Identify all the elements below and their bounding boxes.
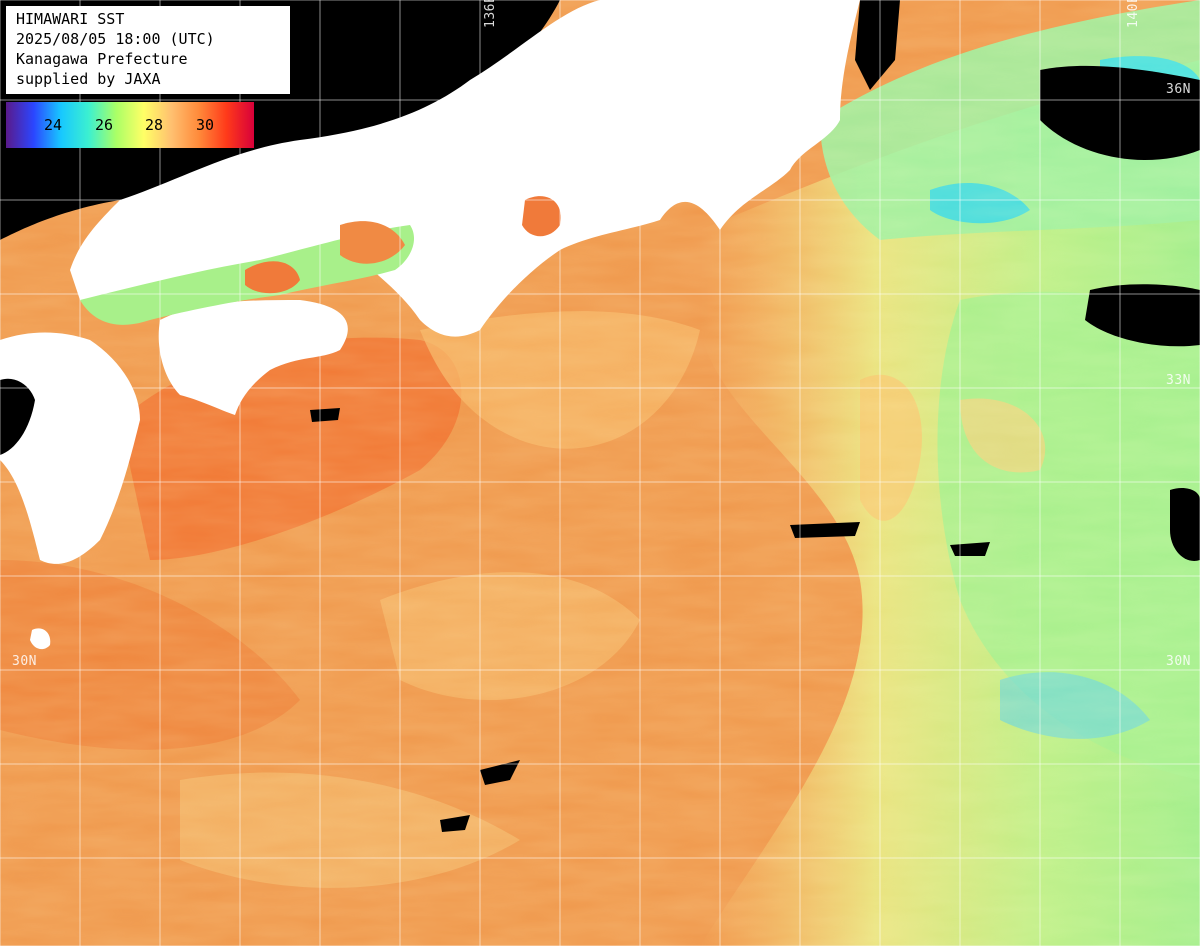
osaka-bay	[340, 221, 405, 264]
title-line-1: HIMAWARI SST	[16, 10, 125, 28]
title-line-2: 2025/08/05 18:00 (UTC)	[16, 30, 215, 48]
land-tanegashima	[30, 628, 51, 650]
hiroshima-bay	[245, 261, 300, 294]
no-data-south-1	[480, 760, 520, 785]
lat-label-36-right: 36N	[1166, 82, 1191, 97]
colorbar-gradient	[6, 102, 254, 148]
colorbar-tick-30: 30	[196, 116, 215, 134]
lat-label-30-right: 30N	[1166, 654, 1191, 669]
no-data-south-2	[440, 815, 470, 832]
colorbar-tick-28: 28	[145, 116, 164, 134]
no-data-east-1	[1085, 284, 1200, 347]
lat-label-30-left: 30N	[12, 654, 37, 669]
title-line-4: supplied by JAXA	[16, 70, 161, 88]
land-shikoku	[158, 300, 348, 415]
no-data-center	[790, 522, 860, 538]
title-block: HIMAWARI SST 2025/08/05 18:00 (UTC) Kana…	[6, 6, 290, 94]
land-honshu	[70, 0, 860, 337]
lon-label-136: 136E	[483, 0, 498, 28]
lon-label-140: 140E	[1126, 0, 1141, 28]
no-data-east-2	[1170, 488, 1200, 561]
ise-bay	[522, 196, 561, 237]
colorbar-tick-26: 26	[95, 116, 114, 134]
title-line-3: Kanagawa Prefecture	[16, 50, 188, 68]
no-data-kyushu	[0, 378, 35, 455]
lat-label-33-right: 33N	[1166, 373, 1191, 388]
no-data-ne-strip	[855, 0, 900, 90]
land-kyushu	[0, 332, 140, 564]
colorbar-tick-24: 24	[44, 116, 63, 134]
no-data-shikoku-small	[310, 408, 340, 422]
temperature-colorbar: 24 26 28 30	[6, 102, 254, 148]
